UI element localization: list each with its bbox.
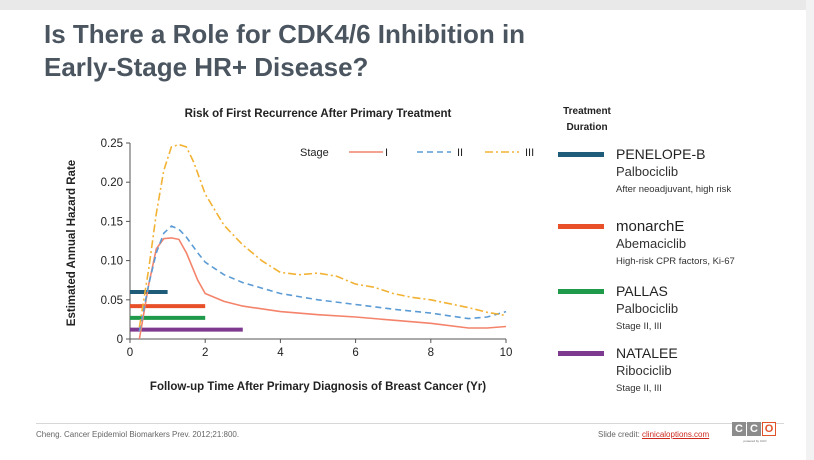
trial-name: NATALEE (616, 345, 678, 361)
slide-credit: Slide credit: clinicaloptions.com (598, 430, 709, 439)
trial-note: High-risk CPR factors, Ki-67 (616, 256, 735, 267)
logo-subtext: powered by CCO (743, 439, 767, 443)
right-edge-bar (806, 0, 814, 460)
y-tick-label: 0.15 (101, 216, 123, 228)
slide-title-line2: Early-Stage HR+ Disease? (44, 52, 369, 82)
y-tick-label: 0.05 (101, 295, 123, 307)
x-tick-label: 10 (500, 347, 513, 359)
trial-drug: Palbociclib (616, 301, 679, 316)
slide-title-line1: Is There a Role for CDK4/6 Inhibition in (44, 19, 526, 49)
footer-divider (36, 423, 784, 424)
cco-logo: C C O (732, 422, 777, 436)
credit-link[interactable]: clinicaloptions.com (642, 430, 710, 439)
trial-color-swatch (558, 224, 604, 229)
trial-note: Stage II, III (616, 383, 662, 394)
logo-letter-c2: C (747, 422, 761, 436)
chart-legend: Stage I II III (300, 147, 534, 159)
trial-name: monarchE (616, 218, 685, 235)
legend-label-stage-i: I (385, 147, 388, 159)
legend-title: Stage (300, 147, 329, 159)
treatment-duration-header: Treatment Duration (552, 104, 622, 136)
trial-drug: Palbociclib (616, 164, 679, 179)
x-tick-label: 6 (352, 347, 358, 359)
trial-name: PENELOPE-B (616, 146, 706, 162)
x-tick-label: 8 (428, 347, 434, 359)
treatment-header-line2: Duration (566, 122, 608, 133)
legend-label-stage-iii: III (525, 147, 534, 159)
y-ticks: 0 0.05 0.10 0.15 0.20 0.25 (101, 138, 130, 346)
legend-label-stage-ii: II (457, 147, 463, 159)
trial-note: Stage II, III (616, 321, 662, 332)
credit-prefix: Slide credit: (598, 430, 643, 439)
series-line-stage-i (138, 237, 507, 340)
y-tick-label: 0 (117, 334, 123, 346)
x-tick-label: 4 (277, 347, 284, 359)
y-axis-label: Estimated Annual Hazard Rate (66, 160, 78, 326)
top-bar (0, 0, 814, 10)
logo-letter-c1: C (732, 422, 746, 436)
trial-color-swatch (558, 152, 604, 157)
citation: Cheng. Cancer Epidemiol Biomarkers Prev.… (36, 430, 240, 439)
series-lines (138, 143, 507, 340)
y-tick-label: 0.25 (101, 138, 123, 150)
x-tick-label: 0 (127, 347, 133, 359)
trial-drug: Abemaciclib (616, 236, 687, 251)
series-line-stage-iii (138, 143, 507, 328)
trial-note: After neoadjuvant, high risk (616, 184, 732, 195)
series-line-stage-ii (138, 225, 507, 332)
trial-drug: Ribociclib (616, 363, 672, 378)
x-tick-label: 2 (202, 347, 208, 359)
x-axis-label: Follow-up Time After Primary Diagnosis o… (150, 381, 486, 393)
x-ticks: 0 2 4 6 8 10 (127, 339, 513, 359)
y-tick-label: 0.20 (101, 177, 123, 189)
trial-color-swatch (558, 351, 604, 356)
trial-name: PALLAS (616, 283, 668, 299)
logo-letter-o: O (762, 422, 776, 436)
y-tick-label: 0.10 (101, 256, 123, 268)
treatment-header-line1: Treatment (563, 106, 611, 117)
trial-color-swatch (558, 289, 604, 294)
slide-title: Is There a Role for CDK4/6 Inhibition in… (44, 18, 604, 84)
chart-title: Risk of First Recurrence After Primary T… (185, 108, 452, 120)
